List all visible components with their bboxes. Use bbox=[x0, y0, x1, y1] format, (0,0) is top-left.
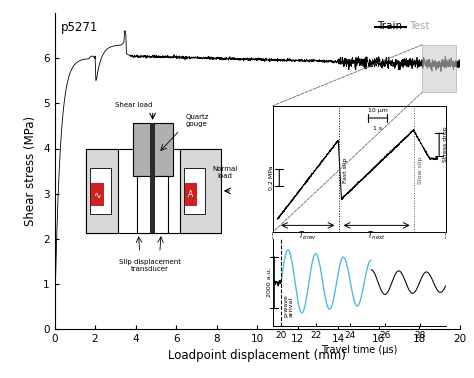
Bar bbox=[184, 168, 205, 214]
Text: Slip displacement
transducer: Slip displacement transducer bbox=[119, 259, 181, 272]
Bar bbox=[180, 149, 221, 233]
Text: p-wave
arrival: p-wave arrival bbox=[283, 294, 294, 317]
Text: Slow slip: Slow slip bbox=[418, 157, 422, 184]
Text: Test: Test bbox=[409, 21, 429, 31]
Text: Quartz
gouge: Quartz gouge bbox=[185, 115, 209, 127]
Bar bbox=[184, 183, 197, 206]
Bar bbox=[137, 176, 168, 233]
Text: Stress drop: Stress drop bbox=[443, 127, 448, 162]
Text: 10 µm: 10 µm bbox=[367, 108, 387, 113]
Bar bbox=[86, 149, 118, 233]
Text: ∿: ∿ bbox=[93, 190, 101, 199]
Text: A: A bbox=[188, 190, 194, 199]
X-axis label: Travel time (μs): Travel time (μs) bbox=[321, 345, 397, 355]
Bar bbox=[91, 183, 103, 206]
Text: Normal
load: Normal load bbox=[212, 166, 238, 179]
Text: 0.2 MPa: 0.2 MPa bbox=[269, 166, 273, 190]
Y-axis label: Shear stress (MPa): Shear stress (MPa) bbox=[25, 116, 37, 226]
Bar bbox=[133, 123, 173, 176]
Text: 1 s: 1 s bbox=[373, 126, 382, 131]
Bar bbox=[422, 45, 456, 92]
Text: 2000 a.u.: 2000 a.u. bbox=[267, 268, 272, 297]
Text: Fast slip: Fast slip bbox=[343, 158, 348, 183]
Text: p5271: p5271 bbox=[61, 21, 98, 34]
Text: $T_{prev}$: $T_{prev}$ bbox=[299, 229, 317, 243]
Text: Shear load: Shear load bbox=[116, 102, 153, 108]
Bar bbox=[86, 149, 219, 233]
Bar bbox=[90, 168, 111, 214]
Text: Train: Train bbox=[377, 21, 402, 31]
X-axis label: Loadpoint displacement (mm): Loadpoint displacement (mm) bbox=[168, 349, 346, 362]
Bar bbox=[150, 123, 155, 233]
Text: $T_{next}$: $T_{next}$ bbox=[367, 229, 386, 242]
